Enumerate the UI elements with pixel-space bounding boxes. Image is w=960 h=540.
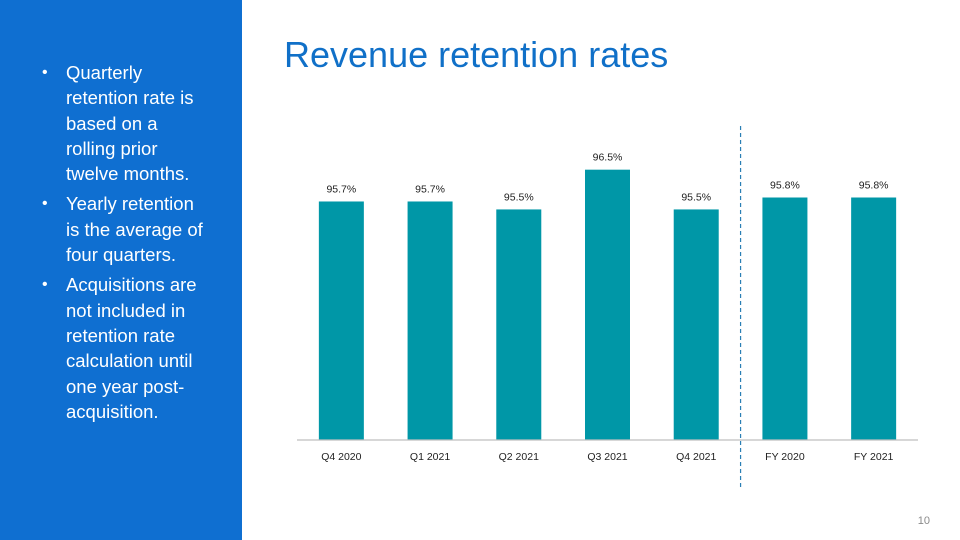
bullet-icon: • (42, 195, 48, 213)
page-number: 10 (917, 515, 930, 527)
note-item: • Quarterly retention rate is based on a … (42, 60, 207, 186)
x-tick-label: FY 2021 (854, 451, 894, 463)
bar (762, 197, 808, 440)
note-text: Acquisitions are not included in retenti… (66, 274, 197, 422)
sidebar-panel: • Quarterly retention rate is based on a … (0, 0, 242, 540)
bar (407, 201, 453, 440)
bar (496, 209, 542, 440)
x-tick-label: Q1 2021 (410, 451, 450, 463)
x-tick-label: FY 2020 (765, 451, 805, 463)
x-tick-label: Q4 2020 (321, 451, 361, 463)
data-label: 95.5% (681, 191, 711, 203)
note-item: • Acquisitions are not included in retent… (42, 272, 207, 424)
bar (851, 197, 897, 440)
x-tick-label: Q2 2021 (499, 451, 539, 463)
bar (673, 209, 719, 440)
note-item: • Yearly retention is the average of four… (42, 191, 207, 267)
bullet-icon: • (42, 64, 48, 81)
bullet-icon: • (42, 276, 48, 294)
data-label: 95.8% (770, 180, 800, 192)
bar (585, 169, 630, 440)
x-tick-label: Q4 2021 (676, 451, 716, 463)
data-label: 96.5% (593, 152, 623, 164)
bar (318, 201, 364, 440)
page-title: Revenue retention rates (284, 34, 669, 75)
data-label: 95.5% (504, 191, 534, 203)
data-label: 95.7% (326, 183, 356, 195)
notes-list: • Quarterly retention rate is based on a … (42, 60, 207, 429)
x-tick-label: Q3 2021 (587, 451, 627, 463)
note-text: Yearly retention is the average of four … (66, 193, 203, 266)
note-text: Quarterly retention rate is based on a r… (66, 62, 194, 185)
data-label: 95.8% (859, 180, 889, 192)
data-label: 95.7% (415, 183, 445, 195)
